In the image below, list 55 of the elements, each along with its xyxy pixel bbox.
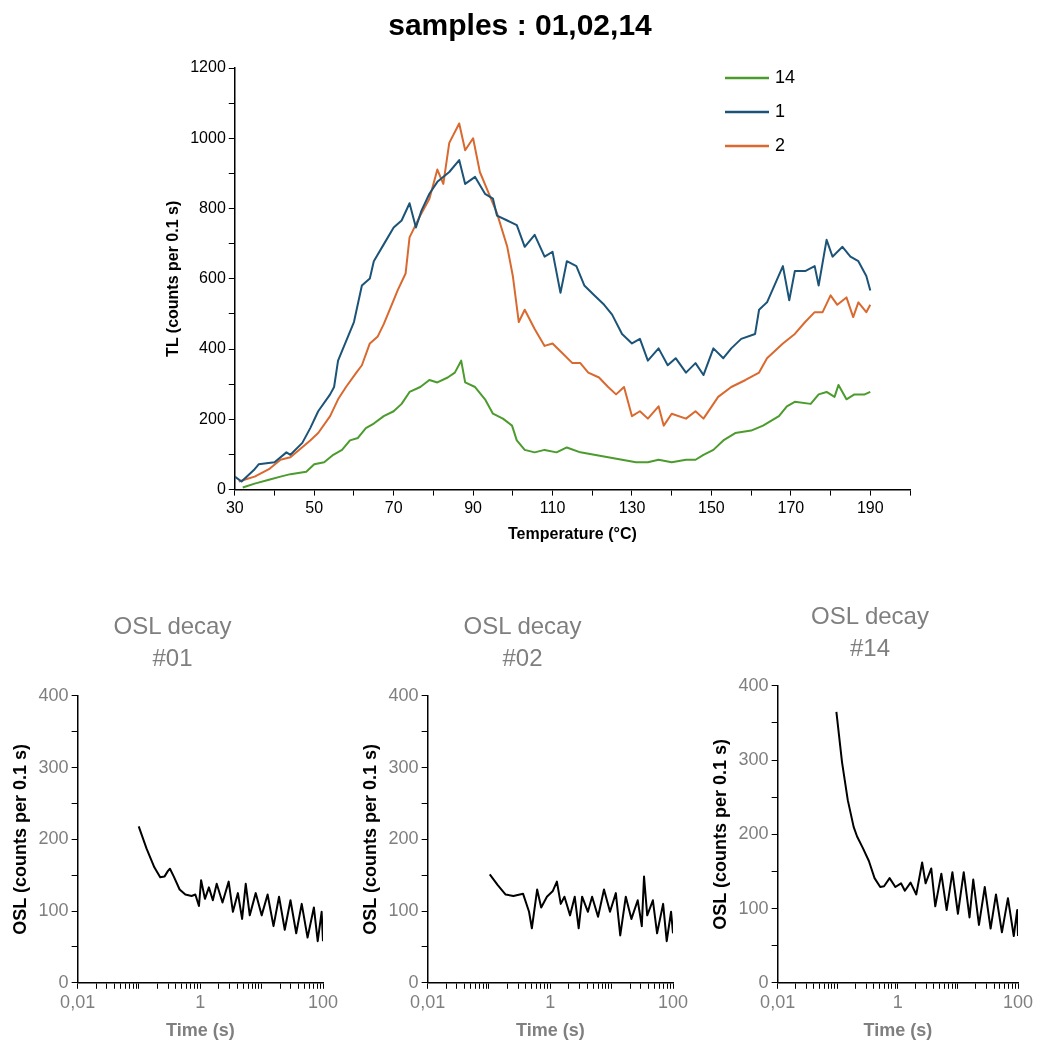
y-tick-label: 200 — [38, 828, 69, 849]
y-axis-title: OSL (counts per 0.1 s) — [9, 743, 30, 935]
x-axis-title: Time (s) — [165, 1020, 235, 1041]
x-tick-label: 150 — [698, 498, 725, 516]
y-tick-label: 800 — [199, 198, 226, 216]
x-axis-title: Temperature (°C) — [508, 524, 637, 542]
y-tick-label: 0 — [216, 480, 226, 498]
y-tick-label: 200 — [738, 823, 769, 844]
y-tick-label: 0 — [758, 971, 769, 992]
y-tick-label: 300 — [38, 756, 69, 777]
y-tick-label: 400 — [738, 674, 769, 695]
y-tick-label: 200 — [199, 409, 226, 427]
x-tick-label: 190 — [856, 498, 884, 516]
y-tick-label: 100 — [38, 900, 69, 921]
legend-label: 14 — [775, 66, 796, 87]
x-tick-label: 30 — [225, 498, 244, 516]
x-axis-title: Time (s) — [515, 1020, 585, 1041]
x-tick-label: 100 — [1002, 991, 1034, 1012]
y-tick-label: 600 — [199, 269, 226, 287]
y-tick-label: 100 — [388, 900, 419, 921]
x-tick-label: 0,01 — [760, 991, 796, 1012]
x-tick-label: 70 — [384, 498, 403, 516]
chart-title: OSL decay #02 — [462, 611, 583, 673]
x-tick-label: 1 — [195, 991, 206, 1012]
y-tick-label: 400 — [38, 684, 69, 705]
y-tick-label: 300 — [388, 756, 419, 777]
x-tick-label: 100 — [307, 991, 339, 1012]
x-tick-label: 1 — [545, 991, 556, 1012]
x-tick-label: 0,01 — [410, 991, 446, 1012]
x-tick-label: 170 — [777, 498, 805, 516]
y-tick-label: 100 — [738, 897, 769, 918]
x-tick-label: 100 — [657, 991, 689, 1012]
y-tick-label: 1000 — [190, 128, 226, 146]
y-tick-label: 200 — [388, 828, 419, 849]
chart-title: OSL decay #01 — [112, 611, 233, 673]
x-tick-label: 110 — [539, 498, 566, 516]
x-tick-label: 90 — [464, 498, 483, 516]
y-axis-title: OSL (counts per 0.1 s) — [709, 738, 730, 930]
x-tick-label: 130 — [618, 498, 646, 516]
x-tick-label: 1 — [892, 991, 903, 1012]
x-axis-title: Time (s) — [863, 1020, 933, 1041]
y-tick-label: 0 — [58, 971, 69, 992]
x-tick-label: 0,01 — [60, 991, 96, 1012]
y-tick-label: 300 — [738, 749, 769, 770]
legend-label: 2 — [775, 134, 786, 155]
chart-title: samples : 01,02,14 — [387, 7, 653, 43]
y-axis-title: TL (counts per 0.1 s) — [164, 200, 182, 357]
y-tick-label: 400 — [199, 339, 226, 357]
y-tick-label: 1200 — [190, 58, 226, 76]
chart-title: OSL decay #14 — [810, 601, 930, 663]
x-tick-label: 50 — [305, 498, 324, 516]
y-tick-label: 400 — [388, 684, 419, 705]
y-axis-title: OSL (counts per 0.1 s) — [359, 743, 380, 935]
y-tick-label: 0 — [408, 971, 419, 992]
legend-label: 1 — [775, 100, 786, 121]
